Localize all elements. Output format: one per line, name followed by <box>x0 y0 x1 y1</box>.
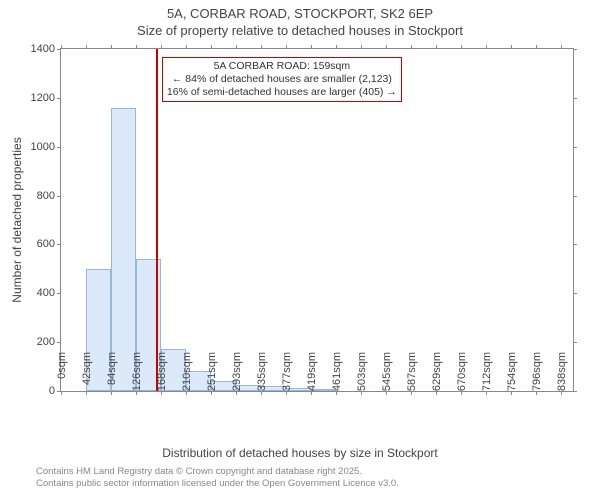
y-tick-mark <box>573 49 577 50</box>
x-tick-label: 712sqm <box>481 352 493 398</box>
x-tick-label: 587sqm <box>406 352 418 398</box>
y-tick-mark <box>573 98 577 99</box>
y-tick-label: 400 <box>21 287 55 299</box>
y-tick-mark <box>573 196 577 197</box>
y-tick-label: 1400 <box>21 43 55 55</box>
x-tick-label: 126sqm <box>131 352 143 398</box>
x-tick-mark <box>436 45 437 49</box>
x-tick-mark <box>461 45 462 49</box>
x-tick-mark <box>486 45 487 49</box>
x-tick-mark <box>536 45 537 49</box>
y-tick-mark <box>57 49 61 50</box>
x-tick-label: 84sqm <box>106 352 118 398</box>
x-tick-mark <box>561 45 562 49</box>
footnote-line2: Contains public sector information licen… <box>36 478 399 490</box>
x-tick-label: 629sqm <box>431 352 443 398</box>
histogram-bar <box>111 108 136 391</box>
x-tick-mark <box>411 45 412 49</box>
y-tick-mark <box>573 147 577 148</box>
y-tick-mark <box>573 342 577 343</box>
y-tick-mark <box>57 196 61 197</box>
x-tick-mark <box>361 45 362 49</box>
y-tick-label: 600 <box>21 238 55 250</box>
y-tick-mark <box>57 244 61 245</box>
x-tick-label: 670sqm <box>456 352 468 398</box>
x-axis-label: Distribution of detached houses by size … <box>0 446 600 460</box>
x-tick-label: 545sqm <box>381 352 393 398</box>
annotation-title: 5A CORBAR ROAD: 159sqm <box>167 60 397 73</box>
x-tick-label: 796sqm <box>531 352 543 398</box>
y-tick-label: 800 <box>21 190 55 202</box>
x-tick-mark <box>236 45 237 49</box>
x-tick-label: 754sqm <box>506 352 518 398</box>
marker-line <box>156 49 158 391</box>
x-tick-label: 419sqm <box>306 352 318 398</box>
x-tick-mark <box>136 45 137 49</box>
x-tick-mark <box>286 45 287 49</box>
y-tick-mark <box>573 391 577 392</box>
footnote: Contains HM Land Registry data © Crown c… <box>36 466 399 490</box>
x-tick-mark <box>261 45 262 49</box>
x-tick-label: 377sqm <box>281 352 293 398</box>
y-tick-mark <box>57 342 61 343</box>
y-tick-label: 0 <box>21 385 55 397</box>
y-tick-label: 1200 <box>21 92 55 104</box>
annotation-larger: 16% of semi-detached houses are larger (… <box>167 86 397 99</box>
x-tick-mark <box>86 45 87 49</box>
y-tick-mark <box>57 293 61 294</box>
x-tick-label: 838sqm <box>556 352 568 398</box>
x-tick-mark <box>186 45 187 49</box>
x-tick-mark <box>311 45 312 49</box>
x-tick-mark <box>111 45 112 49</box>
y-axis-label: Number of detached properties <box>10 137 24 302</box>
y-tick-mark <box>573 244 577 245</box>
x-tick-label: 503sqm <box>356 352 368 398</box>
marker-annotation: 5A CORBAR ROAD: 159sqm ← 84% of detached… <box>162 57 402 102</box>
page-subtitle: Size of property relative to detached ho… <box>0 21 600 38</box>
footnote-line1: Contains HM Land Registry data © Crown c… <box>36 466 399 478</box>
y-tick-label: 200 <box>21 336 55 348</box>
x-tick-label: 42sqm <box>81 352 93 398</box>
x-tick-label: 335sqm <box>256 352 268 398</box>
y-tick-mark <box>57 98 61 99</box>
x-tick-label: 0sqm <box>56 352 68 398</box>
x-tick-mark <box>511 45 512 49</box>
x-tick-label: 461sqm <box>331 352 343 398</box>
annotation-smaller: ← 84% of detached houses are smaller (2,… <box>167 73 397 86</box>
y-tick-mark <box>57 147 61 148</box>
chart-container: 5A, CORBAR ROAD, STOCKPORT, SK2 6EP Size… <box>0 0 600 500</box>
chart-plot-area: 5A CORBAR ROAD: 159sqm ← 84% of detached… <box>60 48 574 392</box>
x-tick-label: 168sqm <box>156 352 168 398</box>
y-tick-label: 1000 <box>21 141 55 153</box>
x-tick-mark <box>161 45 162 49</box>
x-tick-label: 210sqm <box>181 352 193 398</box>
x-tick-label: 293sqm <box>231 352 243 398</box>
x-tick-mark <box>61 45 62 49</box>
x-tick-mark <box>336 45 337 49</box>
x-tick-label: 251sqm <box>206 352 218 398</box>
page-title: 5A, CORBAR ROAD, STOCKPORT, SK2 6EP <box>0 0 600 21</box>
x-tick-mark <box>211 45 212 49</box>
x-tick-mark <box>386 45 387 49</box>
y-tick-mark <box>573 293 577 294</box>
